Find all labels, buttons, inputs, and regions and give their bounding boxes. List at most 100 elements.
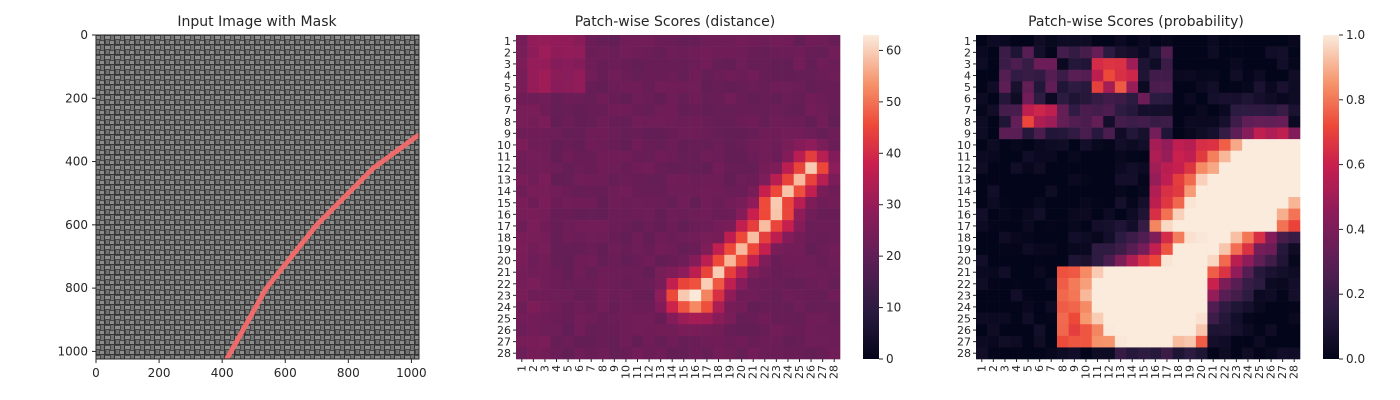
- heatmap-cell: [1045, 58, 1058, 71]
- heatmap-cell: [1010, 220, 1023, 233]
- heatmap-cell: [562, 312, 575, 325]
- heatmap-cell: [1195, 243, 1208, 256]
- heatmap-cell: [654, 324, 667, 337]
- heatmap-cell: [1033, 69, 1046, 82]
- heatmap-cell: [805, 104, 818, 117]
- heatmap-cell: [1184, 266, 1197, 279]
- heatmap-cell: [987, 35, 1000, 47]
- heatmap-cell: [816, 278, 829, 290]
- heatmap-cell: [1276, 46, 1289, 59]
- heatmap-cell: [1149, 46, 1162, 59]
- heatmap-cell: [999, 208, 1012, 221]
- heatmap-cell: [999, 289, 1012, 302]
- heatmap-cell: [527, 197, 540, 209]
- colorbar-distance: [863, 35, 879, 359]
- heatmap-cell: [1080, 150, 1093, 163]
- heatmap-cell: [782, 347, 795, 360]
- col-tick-label: 19: [724, 365, 737, 379]
- heatmap-cell: [1207, 58, 1220, 71]
- heatmap-cell: [828, 69, 841, 82]
- heatmap-cell: [1091, 347, 1104, 360]
- heatmap-cell: [759, 69, 771, 82]
- heatmap-cell: [643, 127, 656, 140]
- heatmap-cell: [1242, 197, 1255, 209]
- heatmap-cell: [1022, 220, 1035, 233]
- heatmap-cell: [816, 35, 829, 47]
- heatmap-cell: [1195, 162, 1208, 175]
- heatmap-cell: [1161, 301, 1174, 314]
- heatmap-cell: [631, 301, 644, 314]
- heatmap-cell: [1149, 104, 1162, 117]
- heatmap-cell: [1184, 162, 1197, 175]
- heatmap-cell: [1080, 58, 1093, 71]
- heatmap-cell: [550, 69, 563, 82]
- heatmap-cell: [747, 81, 760, 94]
- heatmap-cell: [1172, 58, 1185, 71]
- heatmap-cell: [1230, 243, 1243, 256]
- heatmap-cell: [1045, 69, 1058, 82]
- heatmap-cell: [631, 289, 644, 302]
- heatmap-cell: [1138, 278, 1150, 290]
- heatmap-cell: [573, 289, 586, 302]
- heatmap-cell: [770, 127, 783, 140]
- heatmap-cell: [759, 58, 771, 71]
- heatmap-cell: [1126, 324, 1139, 337]
- heatmap-cell: [999, 266, 1012, 279]
- heatmap-cell: [1242, 278, 1255, 290]
- heatmap-cell: [1057, 347, 1069, 360]
- heatmap-cell: [712, 81, 725, 94]
- col-tick-label: 10: [1079, 365, 1092, 379]
- heatmap-cell: [527, 127, 540, 140]
- row-tick-label: 4: [504, 70, 511, 83]
- heatmap-cell: [1022, 35, 1035, 47]
- heatmap-cell: [1114, 220, 1127, 233]
- heatmap-cell: [976, 35, 988, 47]
- heatmap-cell: [747, 266, 760, 279]
- heatmap-cell: [1149, 58, 1162, 71]
- heatmap-cell: [1219, 150, 1231, 163]
- heatmap-cell: [1230, 335, 1243, 348]
- heatmap-cell: [1230, 289, 1243, 302]
- heatmap-cell: [516, 150, 528, 163]
- heatmap-cell: [678, 289, 690, 302]
- heatmap-cell: [666, 185, 679, 198]
- heatmap-cell: [1219, 197, 1231, 209]
- heatmap-cell: [608, 69, 621, 82]
- heatmap-cell: [1138, 208, 1150, 221]
- heatmap-cell: [562, 69, 575, 82]
- heatmap-cell: [1010, 162, 1023, 175]
- heatmap-cell: [735, 81, 748, 94]
- heatmap-cell: [987, 162, 1000, 175]
- heatmap-cell: [1091, 289, 1104, 302]
- heatmap-cell: [1080, 197, 1093, 209]
- heatmap-cell: [643, 254, 656, 267]
- heatmap-cell: [1114, 324, 1127, 337]
- heatmap-cell: [527, 185, 540, 198]
- heatmap-cell: [987, 58, 1000, 71]
- heatmap-cell: [1068, 173, 1081, 186]
- heatmap-cell: [1172, 243, 1185, 256]
- heatmap-cell: [666, 58, 679, 71]
- heatmap-cell: [1010, 254, 1023, 267]
- heatmap-cell: [1253, 301, 1266, 314]
- heatmap-cell: [527, 220, 540, 233]
- heatmap-cell: [689, 92, 702, 105]
- heatmap-cell: [1161, 312, 1174, 325]
- heatmap-cell: [805, 197, 818, 209]
- heatmap-cell: [1126, 127, 1139, 140]
- heatmap-cell: [1242, 231, 1255, 244]
- heatmap-cell: [678, 104, 690, 117]
- heatmap-cell: [1172, 335, 1185, 348]
- heatmap-cell: [999, 220, 1012, 233]
- heatmap-cell: [1276, 81, 1289, 94]
- heatmap-cell: [782, 278, 795, 290]
- heatmap-cell: [620, 104, 633, 117]
- heatmap-cell: [1103, 220, 1116, 233]
- heatmap-cell: [782, 69, 795, 82]
- heatmap-cell: [689, 150, 702, 163]
- heatmap-cell: [654, 220, 667, 233]
- heatmap-cell: [1068, 104, 1081, 117]
- heatmap-cell: [1114, 81, 1127, 94]
- heatmap-cell: [1045, 220, 1058, 233]
- heatmap-cell: [1172, 46, 1185, 59]
